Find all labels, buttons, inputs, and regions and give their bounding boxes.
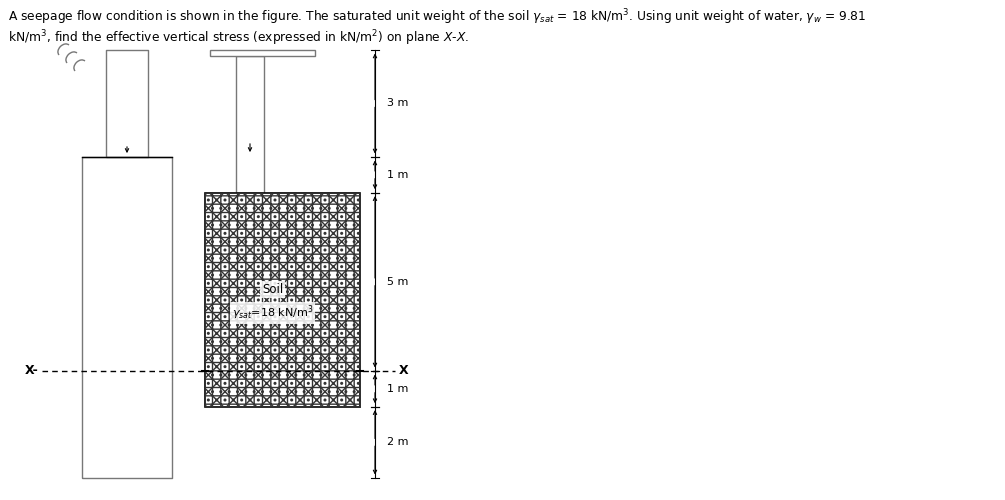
Text: 2 m: 2 m [387, 438, 408, 448]
Text: kN/m$^3$, find the effective vertical stress (expressed in kN/m$^2$) on plane $X: kN/m$^3$, find the effective vertical st… [8, 28, 469, 48]
Text: 1 m: 1 m [387, 384, 408, 394]
Text: X-: X- [25, 364, 39, 378]
Text: 1 m: 1 m [387, 170, 408, 180]
Polygon shape [210, 50, 315, 56]
Text: 5 m: 5 m [387, 277, 408, 287]
Text: 3 m: 3 m [387, 98, 408, 108]
Text: Soil: Soil [262, 283, 283, 296]
Bar [205, 192, 360, 406]
Bar [205, 192, 360, 406]
Text: X: X [399, 364, 409, 378]
Text: A seepage flow condition is shown in the figure. The saturated unit weight of th: A seepage flow condition is shown in the… [8, 7, 866, 27]
Bar [205, 192, 360, 406]
Bar [205, 192, 360, 406]
Text: $\gamma_{sat}$=18 kN/m$^3$: $\gamma_{sat}$=18 kN/m$^3$ [232, 304, 314, 322]
